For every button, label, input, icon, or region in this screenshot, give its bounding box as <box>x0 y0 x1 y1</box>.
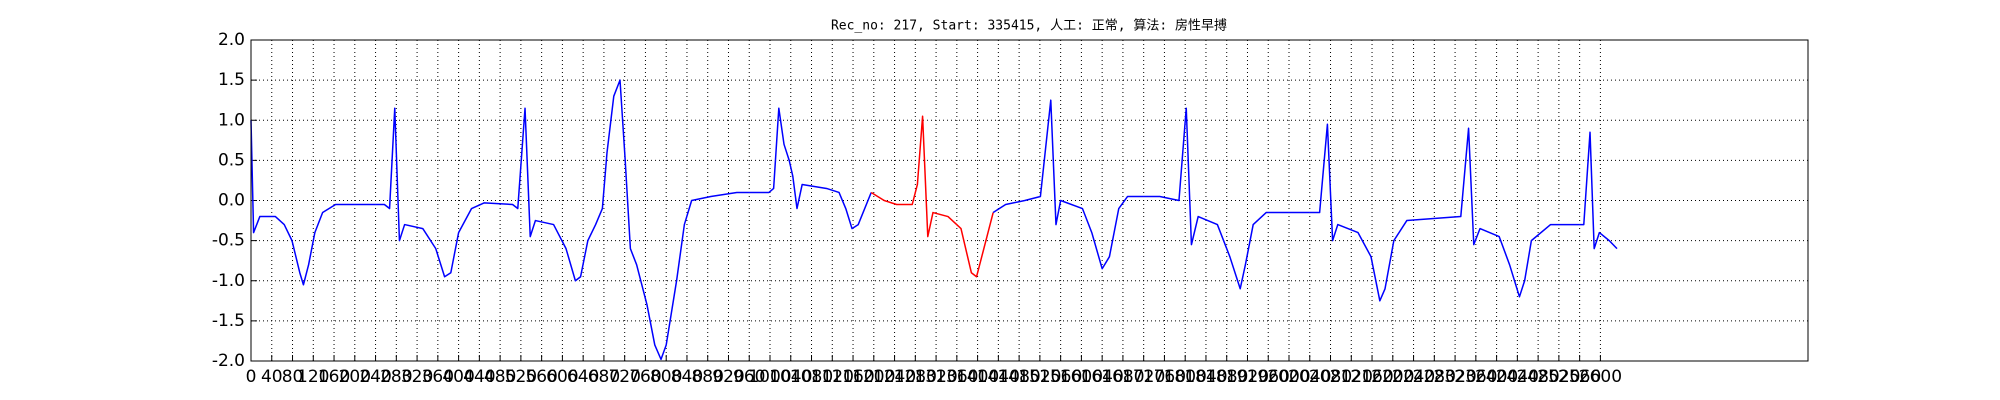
y-tick-label: -2.0 <box>212 351 245 371</box>
x-tick-label: 1000 <box>748 367 791 387</box>
x-tick-label: 680 <box>588 367 620 387</box>
y-tick-label: -1.5 <box>212 311 245 331</box>
x-tick-label: 2400 <box>1475 367 1518 387</box>
x-tick-label: 1520 <box>1018 367 1061 387</box>
y-tick-label: -0.5 <box>212 231 245 251</box>
y-tick-label: -1.0 <box>212 271 245 291</box>
x-tick-label: 160 <box>318 367 350 387</box>
x-tick-label: 1480 <box>997 367 1040 387</box>
x-tick-label: 1960 <box>1247 367 1290 387</box>
y-tick-label: 2.0 <box>218 30 245 50</box>
x-tick-label: 0 <box>246 367 257 387</box>
chart-title: Rec_no: 217, Start: 335415, 人工: 正常, 算法: … <box>831 18 1227 34</box>
x-tick-label: 1680 <box>1101 367 1144 387</box>
x-tick-label: 2360 <box>1454 367 1497 387</box>
x-tick-label: 2520 <box>1537 367 1580 387</box>
x-tick-label: 1600 <box>1060 367 1103 387</box>
x-tick-label: 1080 <box>790 367 833 387</box>
x-tick-label: 1880 <box>1205 367 1248 387</box>
x-tick-label: 640 <box>567 367 599 387</box>
x-tick-label: 280 <box>380 367 412 387</box>
x-tick-label: 120 <box>297 367 329 387</box>
x-tick-label: 2600 <box>1579 367 1622 387</box>
x-tick-label: 520 <box>505 367 537 387</box>
x-tick-label: 480 <box>484 367 516 387</box>
x-tick-label: 1920 <box>1226 367 1269 387</box>
x-tick-label: 2560 <box>1558 367 1601 387</box>
x-tick-label: 1040 <box>769 367 812 387</box>
x-tick-label: 1160 <box>831 367 874 387</box>
y-tick-label: 1.5 <box>218 70 245 90</box>
ecg-line <box>870 115 994 278</box>
x-tick-label: 240 <box>359 367 391 387</box>
plot-frame <box>250 39 1809 362</box>
x-tick-label: 400 <box>442 367 474 387</box>
x-tick-label: 960 <box>733 367 765 387</box>
x-tick-label: 560 <box>525 367 557 387</box>
x-tick-label: 2280 <box>1413 367 1456 387</box>
y-tick-label: 0.0 <box>218 191 245 211</box>
x-tick-label: 2040 <box>1288 367 1331 387</box>
x-tick-label: 1320 <box>914 367 957 387</box>
ecg-line <box>250 79 872 361</box>
x-tick-label: 1720 <box>1122 367 1165 387</box>
x-tick-label: 1560 <box>1039 367 1082 387</box>
x-tick-label: 2080 <box>1309 367 1352 387</box>
x-tick-label: 1240 <box>873 367 916 387</box>
x-tick-label: 760 <box>629 367 661 387</box>
x-tick-label: 2240 <box>1392 367 1435 387</box>
x-tick-label: 920 <box>712 367 744 387</box>
x-tick-label: 200 <box>339 367 371 387</box>
ecg-line <box>992 99 1618 302</box>
x-tick-label: 880 <box>691 367 723 387</box>
x-tick-label: 2200 <box>1371 367 1414 387</box>
y-tick-label: 0.5 <box>218 150 245 170</box>
x-tick-label: 1440 <box>977 367 1020 387</box>
x-tick-label: 1800 <box>1164 367 1207 387</box>
x-tick-label: 2160 <box>1350 367 1393 387</box>
x-tick-label: 1200 <box>852 367 895 387</box>
x-tick-label: 2000 <box>1267 367 1310 387</box>
x-tick-label: 1640 <box>1081 367 1124 387</box>
x-tick-label: 800 <box>650 367 682 387</box>
x-tick-label: 360 <box>422 367 454 387</box>
y-tick-label: 1.0 <box>218 110 245 130</box>
x-tick-label: 320 <box>401 367 433 387</box>
x-tick-label: 80 <box>282 367 304 387</box>
x-tick-label: 1120 <box>811 367 854 387</box>
x-tick-label: 2440 <box>1496 367 1539 387</box>
x-tick-label: 1360 <box>935 367 978 387</box>
x-tick-label: 1280 <box>894 367 937 387</box>
x-tick-label: 840 <box>671 367 703 387</box>
x-tick-label: 40 <box>261 367 283 387</box>
x-tick-label: 2120 <box>1330 367 1373 387</box>
x-tick-label: 1400 <box>956 367 999 387</box>
x-tick-label: 1760 <box>1143 367 1186 387</box>
x-tick-label: 440 <box>463 367 495 387</box>
x-tick-label: 2320 <box>1433 367 1476 387</box>
x-tick-label: 720 <box>608 367 640 387</box>
x-tick-label: 1840 <box>1184 367 1227 387</box>
x-tick-label: 2480 <box>1516 367 1559 387</box>
x-tick-label: 600 <box>546 367 578 387</box>
